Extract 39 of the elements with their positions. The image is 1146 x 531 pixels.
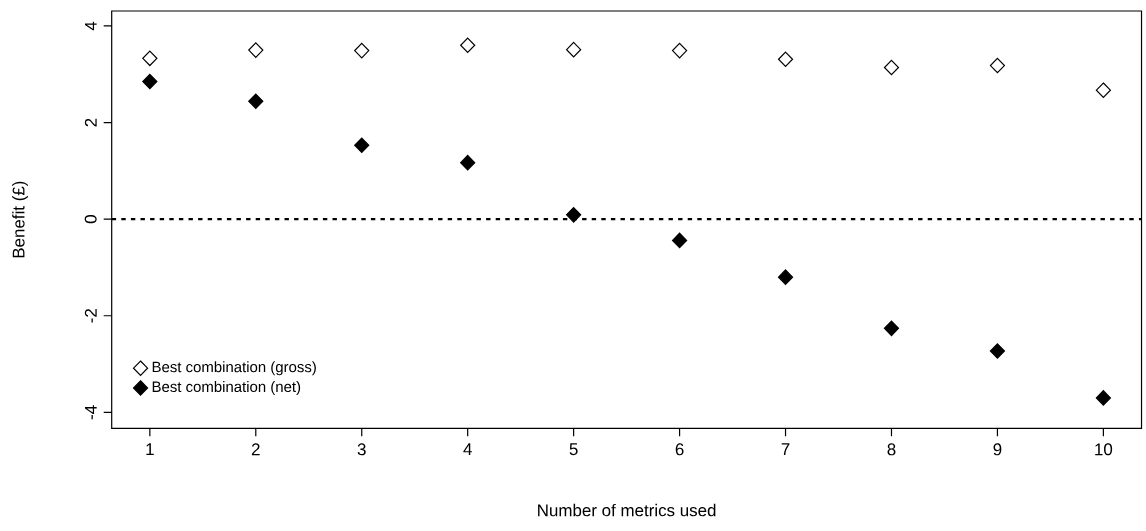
point [354,42,370,59]
point [777,269,794,285]
y-tick-label: 4 [85,21,97,31]
y-tick-label: -4 [85,405,97,420]
y-tick-label: 2 [84,118,97,127]
point [883,59,900,76]
y-tick-label: 0 [84,215,97,224]
point [566,207,582,223]
x-tick-label: 6 [675,443,684,456]
x-tick-label: 9 [993,443,1002,456]
x-tick-label: 3 [357,443,366,456]
point [989,57,1006,74]
x-tick-label: 5 [569,443,578,456]
x-tick-label: 1 [146,443,154,455]
x-tick-label: 4 [463,443,472,455]
x-tick-label: 8 [887,443,896,456]
point [248,42,264,58]
y-axis-title: Benefit (£) [12,181,28,258]
legend-label: Best combination (net) [152,381,301,395]
point [460,154,476,171]
point [671,42,688,59]
x-tick-label: 7 [781,443,790,455]
point [777,51,794,68]
point [1095,82,1111,98]
point [354,137,370,154]
y-tick-label: -2 [84,309,97,323]
point [248,93,264,110]
x-tick-label: 2 [251,443,260,456]
x-tick-label: 10 [1095,443,1113,456]
point [142,73,158,90]
point [566,41,582,58]
legend-label: Best combination (gross) [152,361,316,376]
point [989,343,1006,359]
point [460,37,476,54]
point [883,320,900,337]
point [142,50,158,67]
point [1095,390,1111,406]
point [671,232,688,249]
x-axis-title: Number of metrics used [538,503,716,517]
